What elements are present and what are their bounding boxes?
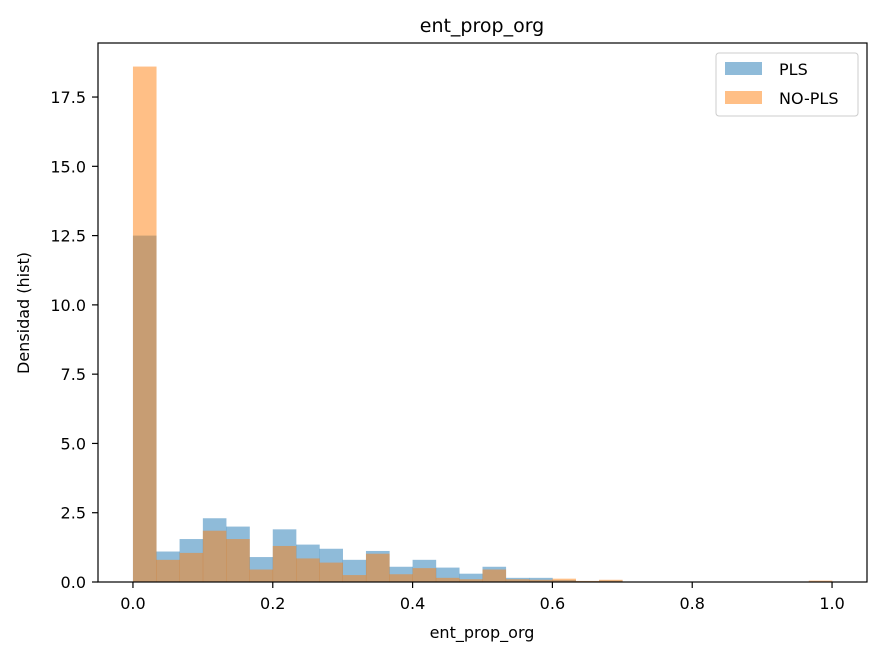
- y-axis-label: Densidad (hist): [14, 252, 33, 374]
- y-tick-label: 2.5: [61, 504, 86, 523]
- histogram-bar: [319, 562, 343, 582]
- histogram-bar: [435, 577, 460, 582]
- histogram-bar: [249, 569, 274, 582]
- histogram-bar: [459, 579, 483, 582]
- bars-layer: [132, 66, 833, 582]
- y-tick-label: 10.0: [50, 296, 86, 315]
- x-tick-label: 0.2: [260, 594, 285, 613]
- y-tick-label: 12.5: [50, 227, 86, 246]
- chart-title: ent_prop_org: [420, 15, 544, 37]
- axes-frame: [97, 42, 868, 583]
- histogram-bar: [808, 580, 833, 582]
- histogram-bar: [342, 575, 367, 582]
- histogram-bar: [202, 530, 227, 582]
- legend-swatch-pls: [725, 62, 762, 75]
- histogram-bar: [296, 558, 320, 582]
- y-tick-label: 5.0: [61, 434, 86, 453]
- x-axis-label: ent_prop_org: [430, 623, 535, 643]
- y-tick-label: 7.5: [61, 365, 86, 384]
- x-tick-label: 0.4: [400, 594, 425, 613]
- histogram-bar: [482, 569, 507, 582]
- y-tick-label: 17.5: [50, 88, 86, 107]
- x-tick-label: 0.8: [680, 594, 705, 613]
- x-tick-label: 1.0: [819, 594, 844, 613]
- legend-label-no-pls: NO-PLS: [779, 89, 839, 108]
- histogram-bar: [412, 568, 437, 582]
- histogram-bar: [505, 579, 530, 582]
- histogram-bar: [459, 573, 483, 582]
- histogram-bar: [272, 545, 297, 582]
- histogram-bar: [599, 579, 623, 582]
- y-tick-label: 0.0: [61, 573, 86, 592]
- histogram-bar: [365, 553, 390, 582]
- y-tick-label: 15.0: [50, 157, 86, 176]
- legend: PLS NO-PLS: [715, 52, 859, 117]
- y-axis-ticks: 0.0 2.5 5.0 7.5 10.0 12.5 15.0 17.5: [50, 88, 98, 592]
- x-tick-label: 0.0: [120, 594, 145, 613]
- x-tick-label: 0.6: [540, 594, 565, 613]
- histogram-bar: [552, 578, 576, 582]
- histogram-bar: [156, 559, 180, 582]
- histogram-bar: [179, 552, 204, 582]
- histogram-bar: [132, 66, 157, 582]
- histogram-bar: [529, 579, 553, 582]
- legend-swatch-no-pls: [725, 91, 762, 104]
- histogram-bar: [226, 539, 250, 582]
- series-no-pls: [132, 66, 833, 582]
- x-axis-ticks: 0.0 0.2 0.4 0.6 0.8 1.0: [120, 582, 845, 613]
- legend-label-pls: PLS: [779, 60, 808, 79]
- histogram-bar: [389, 574, 413, 582]
